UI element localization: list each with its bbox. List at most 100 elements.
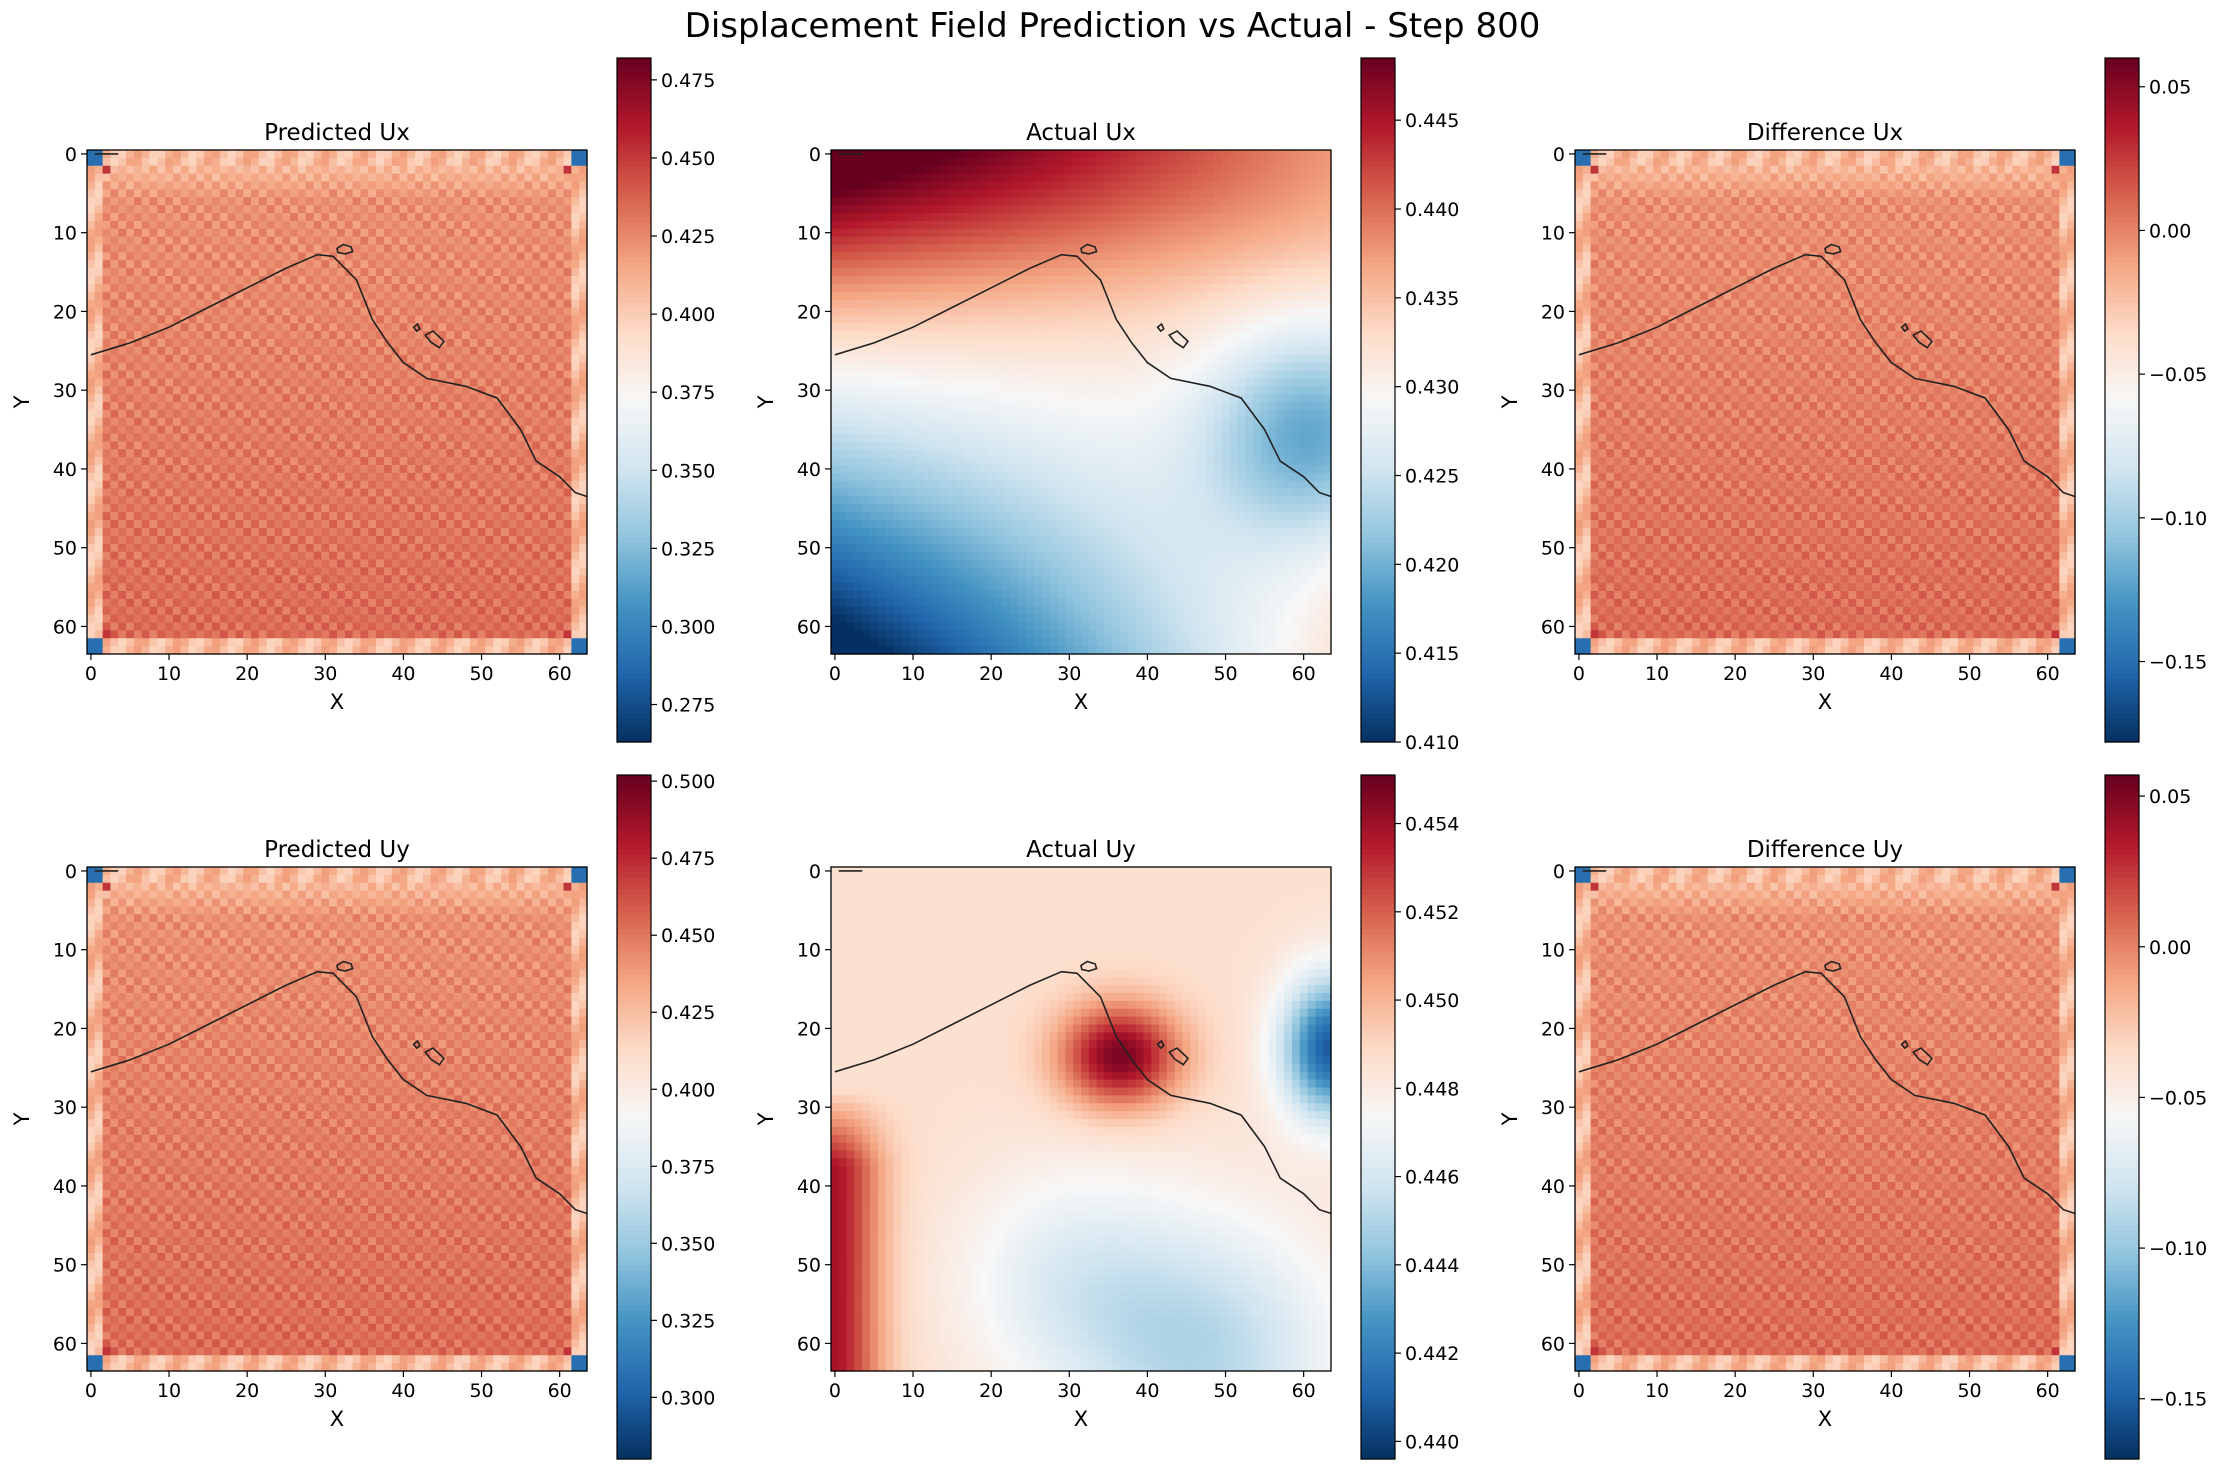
heatmap-cell <box>579 426 587 434</box>
heatmap-cell <box>306 182 314 190</box>
heatmap-cell <box>165 615 173 623</box>
heatmap-cell <box>446 473 454 481</box>
heatmap-cell <box>275 323 283 331</box>
heatmap-cell <box>439 150 447 158</box>
heatmap-cell <box>579 402 587 410</box>
heatmap-cell <box>165 638 173 646</box>
heatmap-cell <box>150 315 158 323</box>
heatmap-cell <box>1081 229 1089 237</box>
heatmap-cell <box>228 213 236 221</box>
heatmap-cell <box>321 560 329 568</box>
heatmap-cell <box>392 552 400 560</box>
heatmap-cell <box>517 504 525 512</box>
heatmap-cell <box>1128 189 1136 197</box>
heatmap-cell <box>142 402 150 410</box>
heatmap-cell <box>235 315 243 323</box>
heatmap-cell <box>142 607 150 615</box>
heatmap-cell <box>87 607 95 615</box>
heatmap-cell <box>376 615 384 623</box>
heatmap-cell <box>1073 229 1081 237</box>
heatmap-cell <box>282 371 290 379</box>
heatmap-cell <box>384 150 392 158</box>
heatmap-cell <box>110 465 118 473</box>
colorbar-segment <box>617 508 651 514</box>
heatmap-cell <box>353 229 361 237</box>
heatmap-cell <box>196 481 204 489</box>
heatmap-cell <box>196 560 204 568</box>
heatmap-cell <box>118 386 126 394</box>
colorbar-segment <box>617 252 651 258</box>
heatmap-cell <box>1229 166 1237 174</box>
heatmap-cell <box>306 371 314 379</box>
heatmap-cell <box>384 599 392 607</box>
heatmap-cell <box>259 158 267 166</box>
heatmap-cell <box>493 418 501 426</box>
heatmap-cell <box>290 378 298 386</box>
heatmap-cell <box>509 552 517 560</box>
heatmap-cell <box>87 268 95 276</box>
heatmap-cell <box>940 189 948 197</box>
heatmap-cell <box>909 150 917 158</box>
heatmap-cell <box>275 512 283 520</box>
heatmap-cell <box>454 473 462 481</box>
heatmap-cell <box>321 520 329 528</box>
heatmap-cell <box>407 489 415 497</box>
heatmap-cell <box>579 166 587 174</box>
heatmap-cell <box>282 434 290 442</box>
heatmap-cell <box>1237 229 1245 237</box>
heatmap-cell <box>964 182 972 190</box>
heatmap-cell <box>173 528 181 536</box>
heatmap-cell <box>298 575 306 583</box>
heatmap-cell <box>901 229 909 237</box>
heatmap-cell <box>275 465 283 473</box>
heatmap-cell <box>298 544 306 552</box>
heatmap-cell <box>1276 174 1284 182</box>
heatmap-cell <box>564 150 572 158</box>
heatmap-cell <box>1308 221 1316 229</box>
heatmap-cell <box>87 528 95 536</box>
heatmap-cell <box>384 520 392 528</box>
heatmap-cell <box>532 512 540 520</box>
heatmap-cell <box>243 512 251 520</box>
colorbar-segment <box>617 383 651 389</box>
heatmap-cell <box>173 552 181 560</box>
heatmap-cell <box>571 221 579 229</box>
heatmap-cell <box>1151 150 1159 158</box>
heatmap-cell <box>87 544 95 552</box>
heatmap-cell <box>235 410 243 418</box>
heatmap-cell <box>110 504 118 512</box>
heatmap-cell <box>470 363 478 371</box>
heatmap-cell <box>439 567 447 575</box>
heatmap-cell <box>431 630 439 638</box>
heatmap-cell <box>220 630 228 638</box>
heatmap-cell <box>306 323 314 331</box>
heatmap-cell <box>392 504 400 512</box>
heatmap-cell <box>415 268 423 276</box>
heatmap-cell <box>212 166 220 174</box>
heatmap-cell <box>439 221 447 229</box>
heatmap-cell <box>462 315 470 323</box>
heatmap-cell <box>400 252 408 260</box>
heatmap-cell <box>212 560 220 568</box>
heatmap-cell <box>933 197 941 205</box>
heatmap-cell <box>400 158 408 166</box>
heatmap-cell <box>235 497 243 505</box>
heatmap-cell <box>353 150 361 158</box>
heatmap-cell <box>251 308 259 316</box>
heatmap-cell <box>368 394 376 402</box>
heatmap-cell <box>1292 229 1300 237</box>
heatmap-cell <box>165 449 173 457</box>
heatmap-cell <box>509 315 517 323</box>
heatmap-cell <box>470 402 478 410</box>
heatmap-cell <box>228 315 236 323</box>
heatmap-cell <box>150 284 158 292</box>
heatmap-cell <box>462 308 470 316</box>
heatmap-cell <box>204 434 212 442</box>
heatmap-cell <box>995 205 1003 213</box>
heatmap-cell <box>878 189 886 197</box>
heatmap-cell <box>353 260 361 268</box>
heatmap-cell <box>571 504 579 512</box>
heatmap-cell <box>337 497 345 505</box>
heatmap-cell <box>251 300 259 308</box>
heatmap-cell <box>157 567 165 575</box>
